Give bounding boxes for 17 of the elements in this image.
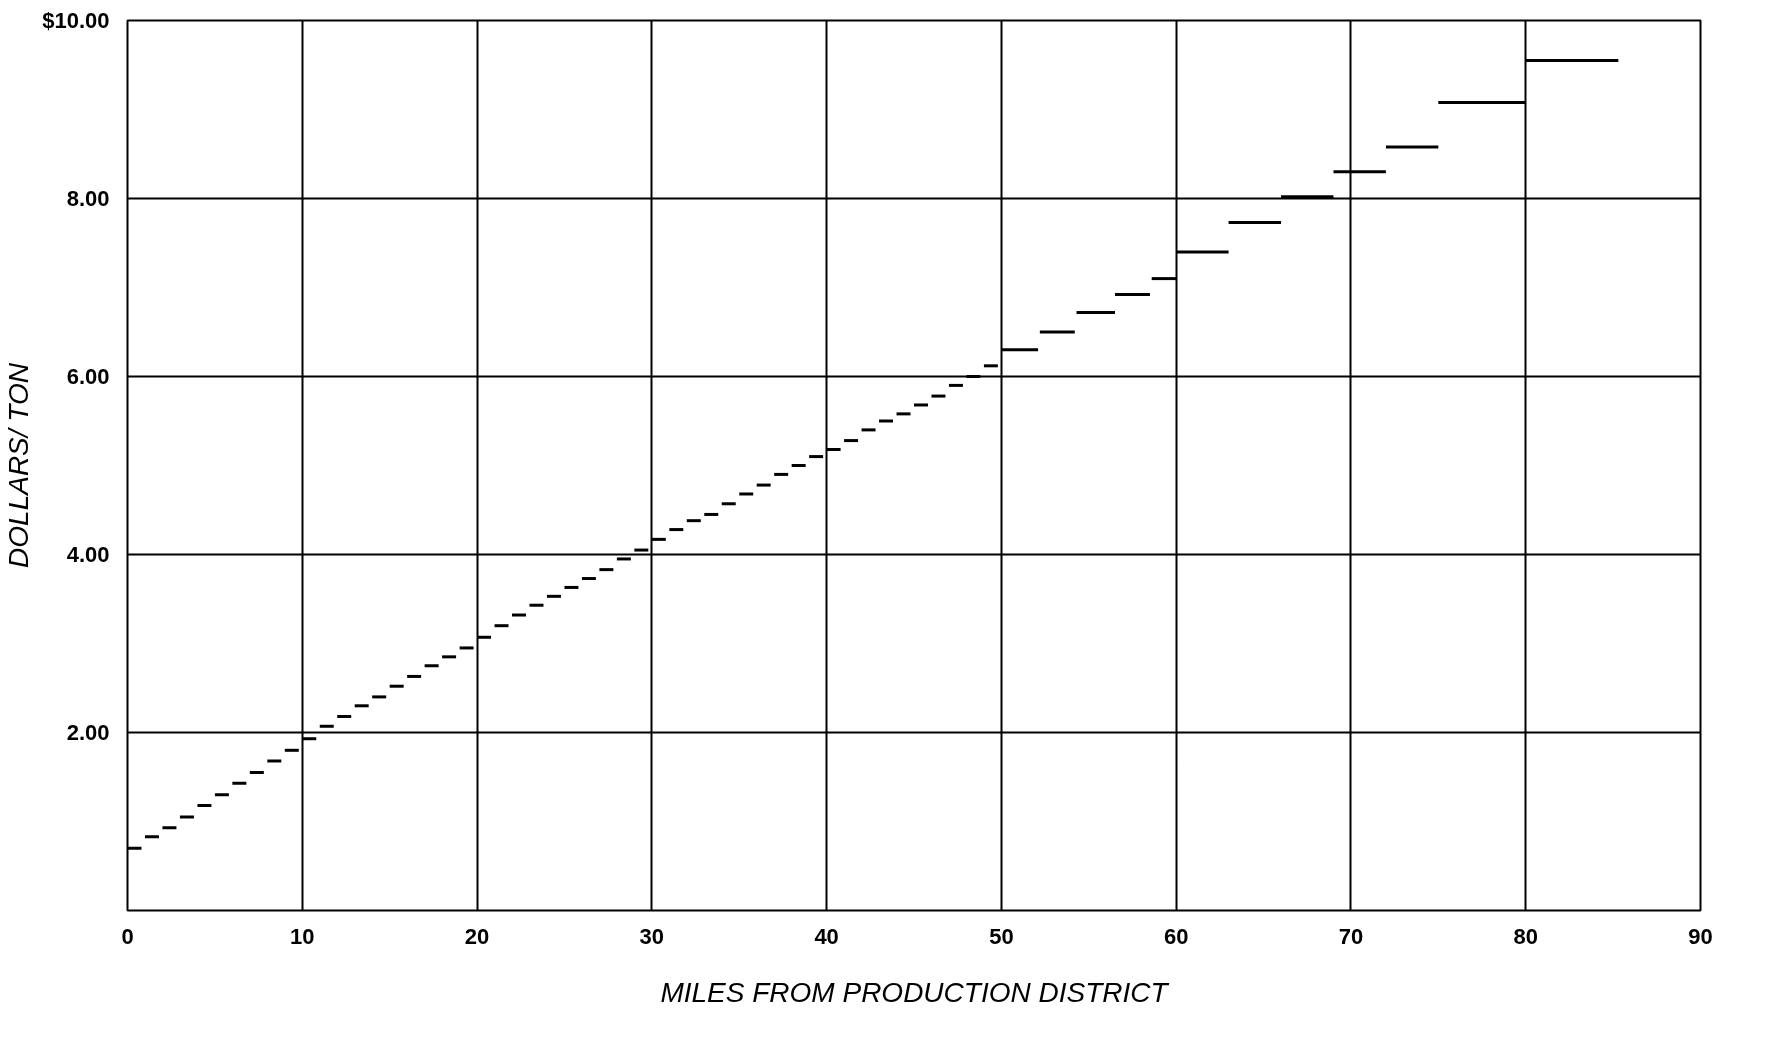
y-tick-label: 6.00 xyxy=(66,364,110,389)
x-axis-title: MILES FROM PRODUCTION DISTRICT xyxy=(660,976,1170,1008)
x-tick-label: 40 xyxy=(814,923,839,949)
x-tick-label: 30 xyxy=(639,923,665,949)
x-tick-label: 70 xyxy=(1338,923,1364,949)
y-tick-label: $10.00 xyxy=(42,8,110,33)
x-tick-label: 60 xyxy=(1163,923,1189,949)
y-tick-label: 2.00 xyxy=(66,720,110,745)
x-tick-label: 0 xyxy=(121,923,134,949)
y-axis-title: DOLLARS/ TON xyxy=(3,362,35,568)
x-tick-label: 50 xyxy=(989,923,1014,949)
x-tick-label: 80 xyxy=(1513,923,1538,949)
x-tick-label: 20 xyxy=(464,923,490,949)
y-tick-label: 4.00 xyxy=(66,542,110,567)
x-tick-label: 10 xyxy=(290,923,315,949)
x-tick-label: 90 xyxy=(1688,923,1713,949)
y-tick-label: 8.00 xyxy=(66,186,110,211)
